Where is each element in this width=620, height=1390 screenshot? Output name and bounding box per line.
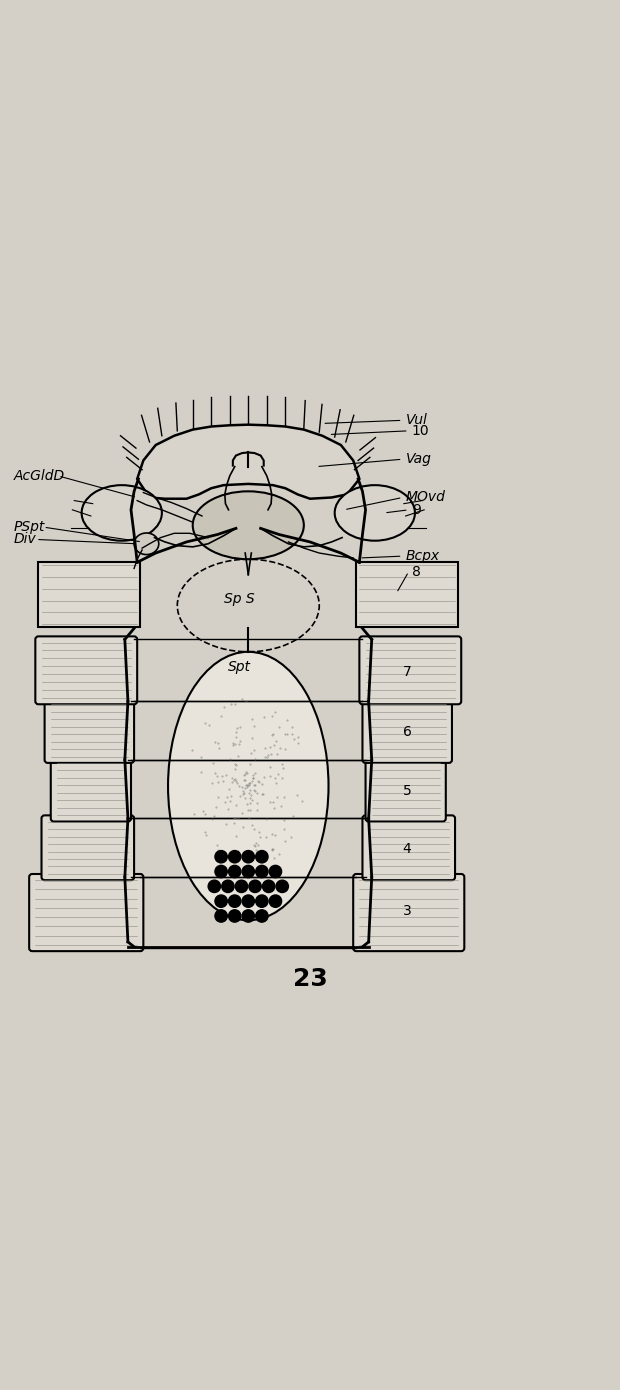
Circle shape xyxy=(236,880,247,892)
Polygon shape xyxy=(137,425,360,499)
Text: Div: Div xyxy=(14,532,37,546)
Circle shape xyxy=(229,851,241,863)
Text: 9: 9 xyxy=(412,503,421,517)
Text: 4: 4 xyxy=(402,842,411,856)
Ellipse shape xyxy=(168,652,329,920)
Text: 7: 7 xyxy=(402,664,411,678)
Circle shape xyxy=(269,866,281,877)
Text: PSpt: PSpt xyxy=(14,520,45,534)
FancyBboxPatch shape xyxy=(51,756,131,821)
Circle shape xyxy=(276,880,288,892)
FancyBboxPatch shape xyxy=(29,874,143,951)
Text: Bcpx: Bcpx xyxy=(405,549,440,563)
Text: AcGldD: AcGldD xyxy=(14,468,65,482)
Circle shape xyxy=(255,910,268,922)
Circle shape xyxy=(208,880,221,892)
Text: 23: 23 xyxy=(293,967,327,991)
Circle shape xyxy=(255,866,268,877)
FancyBboxPatch shape xyxy=(35,637,137,705)
Polygon shape xyxy=(356,563,458,627)
Circle shape xyxy=(222,880,234,892)
FancyBboxPatch shape xyxy=(360,637,461,705)
Circle shape xyxy=(242,866,254,877)
FancyBboxPatch shape xyxy=(363,816,455,880)
Text: Sp S: Sp S xyxy=(224,592,254,606)
FancyBboxPatch shape xyxy=(45,698,134,763)
Ellipse shape xyxy=(134,532,159,555)
FancyBboxPatch shape xyxy=(42,816,134,880)
Text: 8: 8 xyxy=(412,564,421,578)
Circle shape xyxy=(249,880,261,892)
Circle shape xyxy=(255,851,268,863)
Circle shape xyxy=(215,910,228,922)
Circle shape xyxy=(262,880,275,892)
Circle shape xyxy=(229,910,241,922)
Circle shape xyxy=(242,910,254,922)
Circle shape xyxy=(255,895,268,908)
Text: Vul: Vul xyxy=(405,413,428,427)
Circle shape xyxy=(242,851,254,863)
Text: 6: 6 xyxy=(402,726,412,739)
FancyBboxPatch shape xyxy=(363,698,452,763)
Polygon shape xyxy=(38,563,140,627)
Text: 5: 5 xyxy=(402,784,411,798)
Ellipse shape xyxy=(82,485,162,541)
FancyBboxPatch shape xyxy=(353,874,464,951)
Text: Spt: Spt xyxy=(228,660,250,674)
Ellipse shape xyxy=(335,485,415,541)
Circle shape xyxy=(269,895,281,908)
Text: 3: 3 xyxy=(402,904,411,917)
Circle shape xyxy=(229,895,241,908)
Circle shape xyxy=(229,866,241,877)
Ellipse shape xyxy=(193,491,304,559)
FancyBboxPatch shape xyxy=(366,756,446,821)
Text: 10: 10 xyxy=(412,424,430,438)
Text: Vag: Vag xyxy=(405,452,432,466)
Circle shape xyxy=(215,851,228,863)
Circle shape xyxy=(242,895,254,908)
Circle shape xyxy=(215,866,228,877)
Circle shape xyxy=(215,895,228,908)
Text: MOvd: MOvd xyxy=(405,491,446,505)
